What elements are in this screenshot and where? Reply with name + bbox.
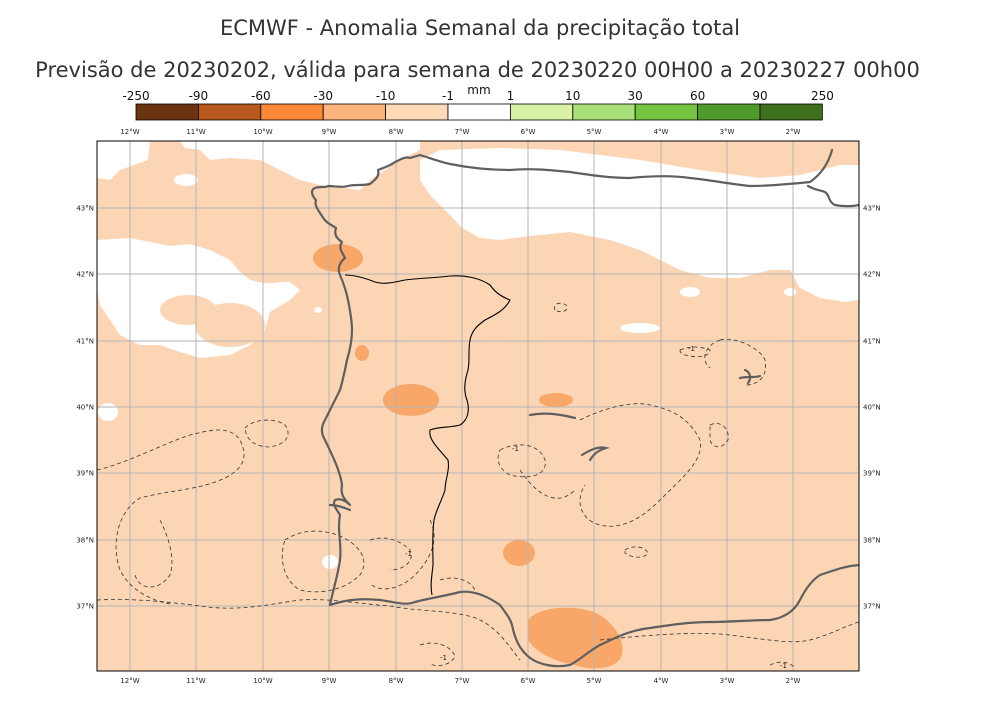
latitude-label: 42°N: [863, 271, 881, 279]
colorbar-tick-label: -1: [442, 89, 454, 103]
latitude-label: 40°N: [76, 404, 94, 412]
longitude-label: 5°W: [587, 128, 602, 136]
longitude-label: 4°W: [654, 677, 669, 685]
latitude-label: 38°N: [76, 537, 94, 545]
coastline-portugal-galicia: [310, 153, 422, 607]
colorbar-tick-label: 60: [690, 89, 705, 103]
colorbar-tick-label: 30: [628, 89, 643, 103]
light-anomaly-islands: [160, 269, 292, 347]
coastline-bay-corner: [806, 184, 859, 208]
longitude-label: 3°W: [720, 128, 735, 136]
longitude-label: 7°W: [455, 677, 470, 685]
white-area-small: [314, 307, 322, 313]
colorbar-swatch: [385, 103, 449, 121]
dashed-contours: [97, 302, 859, 669]
colorbar-swatch: [572, 103, 636, 121]
longitude-label: 2°W: [786, 677, 801, 685]
longitude-label: 8°W: [389, 677, 404, 685]
contour-label: -1: [512, 445, 519, 453]
colorbar-tick-label: -60: [251, 89, 271, 103]
latitude-label: 37°N: [76, 603, 94, 611]
longitude-label: 10°W: [253, 128, 272, 136]
colorbar-tick-label: 1: [507, 89, 515, 103]
colorbar-swatch: [697, 103, 761, 121]
latitude-label: 43°N: [863, 205, 881, 213]
longitude-label: 11°W: [186, 128, 205, 136]
longitude-label: 12°W: [120, 677, 139, 685]
longitude-label: 9°W: [322, 128, 337, 136]
coastline-tagus: [328, 503, 352, 512]
white-area-north-sea: [180, 141, 420, 190]
colorbar-tick-label: -10: [376, 89, 396, 103]
white-area-small: [784, 288, 796, 296]
longitude-label: 6°W: [521, 677, 536, 685]
colorbar-tick-label: -250: [122, 89, 149, 103]
latitude-label: 40°N: [863, 404, 881, 412]
border-portugal-spain: [344, 274, 511, 596]
latitude-label: 39°N: [863, 470, 881, 478]
longitude-label: 12°W: [120, 128, 139, 136]
colorbar-unit: mm: [467, 83, 490, 97]
white-area-small: [680, 287, 700, 297]
latitude-label: 43°N: [76, 205, 94, 213]
latitude-label: 39°N: [76, 470, 94, 478]
white-area-small: [322, 555, 338, 569]
chart-subtitle: Previsão de 20230202, válida para semana…: [35, 58, 920, 82]
colorbar-swatch: [509, 103, 574, 121]
colorbar-swatch: [197, 103, 262, 121]
contour-label: -1: [688, 345, 695, 353]
longitude-label: 10°W: [253, 677, 272, 685]
chart-title: ECMWF - Anomalia Semanal da precipitação…: [219, 16, 741, 40]
latitude-label: 41°N: [76, 338, 94, 346]
longitude-label: 8°W: [389, 128, 404, 136]
longitude-label: 2°W: [786, 128, 801, 136]
colorbar-tick-label: -30: [313, 89, 333, 103]
colorbar-tick-label: 90: [752, 89, 767, 103]
longitude-label: 11°W: [186, 677, 205, 685]
colorbar-tick-label: 10: [565, 89, 580, 103]
white-area-small: [620, 323, 660, 333]
latitude-label: 41°N: [863, 338, 881, 346]
graticule: [97, 141, 859, 671]
colorbar-swatch: [759, 103, 823, 121]
colorbar-swatch: [135, 103, 199, 121]
longitude-label: 6°W: [521, 128, 536, 136]
colorbar-swatch: [260, 103, 324, 121]
latitude-label: 42°N: [76, 271, 94, 279]
coastline-cantabrian: [418, 148, 834, 188]
longitude-label: 3°W: [720, 677, 735, 685]
latitude-label: 37°N: [863, 603, 881, 611]
contour-label: -1: [440, 654, 447, 662]
moderate-negative-anomaly-areas: [313, 244, 623, 669]
axis-tick-labels: 12°W 12°W 11°W 11°W 10°W 10°W 9°W 9°W 8°W 8°W 7°W 7…: [76, 128, 880, 685]
coastline-andalusia: [328, 563, 859, 668]
contour-label: -1: [780, 662, 787, 670]
colorbar-tick-label: -90: [189, 89, 209, 103]
colorbar-tick-label: 250: [811, 89, 834, 103]
longitude-label: 5°W: [587, 677, 602, 685]
colorbar-swatch: [634, 103, 699, 121]
map-area: -1 -1 -1 -1 -1: [97, 141, 859, 671]
longitude-label: 9°W: [322, 677, 337, 685]
longitude-label: 7°W: [455, 128, 470, 136]
inland-water: [528, 368, 762, 462]
contour-labels: -1 -1 -1 -1 -1: [405, 345, 787, 670]
colorbar: -250 -90 -60 -30 -10 -1 1 10 30 60 90 250 mm: [122, 83, 834, 121]
white-area-small: [174, 174, 198, 186]
coastlines: [310, 148, 859, 668]
white-area-north-sea: [97, 141, 150, 180]
colorbar-swatch: [322, 103, 387, 121]
contour-label: -1: [405, 550, 412, 558]
political-borders: [344, 274, 511, 596]
white-area-small: [98, 403, 118, 421]
latitude-label: 38°N: [863, 537, 881, 545]
longitude-label: 4°W: [654, 128, 669, 136]
colorbar-swatch: [447, 103, 511, 121]
map-frame: [96, 140, 860, 672]
